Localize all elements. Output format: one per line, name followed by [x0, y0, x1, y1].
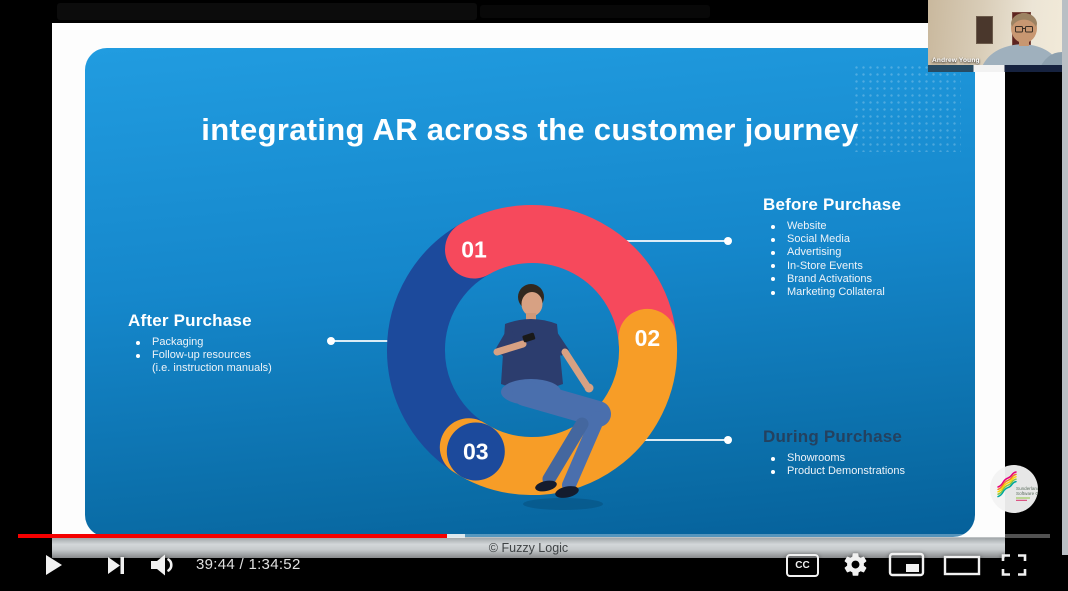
theater-icon [943, 555, 981, 576]
step-number-01: 01 [461, 237, 487, 263]
fullscreen-button[interactable] [999, 551, 1029, 579]
bullet-dot [136, 340, 140, 345]
logo-text-line2: Software City [1016, 491, 1038, 496]
cc-button[interactable]: CC [786, 554, 819, 577]
bullet-item: Product Demonstrations [771, 465, 973, 478]
bullet-list: Website Social Media Advertising In-Stor… [763, 220, 963, 299]
next-button[interactable] [100, 551, 128, 579]
connector-dot-during [724, 436, 732, 444]
section-during-purchase: During Purchase Showrooms Product Demons… [763, 427, 973, 478]
logo-text-line1: Sunderland [1016, 486, 1038, 491]
volume-icon [151, 554, 173, 576]
bullet-item: Packaging [136, 336, 328, 349]
progress-track[interactable] [18, 533, 1050, 538]
section-before-purchase: Before Purchase Website Social Media Adv… [763, 195, 963, 299]
settings-button[interactable] [842, 551, 869, 578]
ring-cap-03 [446, 422, 505, 481]
rainbow-squiggle [997, 471, 1017, 498]
bullet-list: Packaging Follow-up resources (i.e. inst… [128, 336, 328, 376]
logo-tagline-bar [1016, 499, 1027, 501]
progress-bar[interactable] [0, 531, 1068, 539]
bullet-dot [771, 237, 775, 242]
bullet-item: In-Store Events [771, 260, 963, 273]
play-icon [46, 555, 62, 575]
connector-dot-after [327, 337, 335, 345]
bullet-dot [771, 469, 775, 474]
progress-played [18, 533, 447, 538]
miniplayer-icon [888, 552, 925, 577]
bullet-item: Showrooms [771, 452, 973, 465]
bullet-dot [136, 353, 140, 358]
scrollbar[interactable] [1062, 0, 1068, 555]
webcam-overlay: Andrew Young [928, 0, 1062, 72]
step-number-02: 02 [635, 325, 661, 351]
bullet-list: Showrooms Product Demonstrations [763, 452, 973, 478]
webcam-name-label: Andrew Young [932, 57, 980, 64]
volume-button[interactable] [146, 550, 180, 580]
bullet-item: Advertising [771, 246, 963, 259]
dot-pattern-decoration [853, 64, 961, 152]
gear-icon [844, 553, 867, 576]
credit-bar: © Fuzzy Logic [52, 537, 1005, 558]
fullscreen-icon [1001, 554, 1027, 576]
theater-button[interactable] [943, 555, 981, 577]
step-number-03: 03 [463, 439, 489, 465]
bullet-dot [771, 264, 775, 269]
next-icon [108, 557, 124, 574]
time-display: 39:44 / 1:34:52 [196, 556, 301, 573]
section-after-purchase: After Purchase Packaging Follow-up resou… [128, 311, 328, 376]
presentation-slide: integrating AR across the customer journ… [85, 48, 975, 537]
credit-text: © Fuzzy Logic [488, 540, 569, 555]
miniplayer-button[interactable] [888, 552, 926, 578]
bullet-dot [771, 224, 775, 229]
step-numbers: 01 02 03 [461, 237, 660, 465]
bullet-item: (i.e. instruction manuals) [152, 362, 272, 375]
bullet-dot [771, 277, 775, 282]
slide-title: integrating AR across the customer journ… [201, 112, 859, 147]
webcam-bottom-strip [928, 65, 1062, 72]
play-button[interactable] [36, 550, 66, 580]
sunderland-software-city-logo: Sunderland Software City [990, 465, 1044, 513]
bullet-dot [771, 250, 775, 255]
window-chrome-remnant [57, 3, 477, 20]
logo-tagline-bar [1016, 497, 1030, 499]
bullet-item: Social Media [771, 233, 963, 246]
screen-share-area: integrating AR across the customer journ… [52, 23, 1005, 558]
connector-dot-before [724, 237, 732, 245]
section-heading: After Purchase [128, 311, 252, 330]
picture-frame [976, 16, 993, 44]
ring-segment-02 [439, 308, 677, 496]
presenter-figure [493, 284, 611, 510]
bullet-dot [771, 456, 775, 461]
window-chrome-remnant-2 [480, 5, 710, 18]
bullet-item: Website [771, 220, 963, 233]
bullet-dot [771, 290, 775, 295]
customer-journey-ring-diagram: 01 02 03 [327, 204, 732, 510]
bullet-item: Marketing Collateral [771, 286, 963, 299]
section-heading: During Purchase [763, 427, 903, 446]
section-heading: Before Purchase [763, 195, 902, 214]
bullet-item: Follow-up resources [136, 349, 328, 362]
bullet-item: Brand Activations [771, 273, 963, 286]
